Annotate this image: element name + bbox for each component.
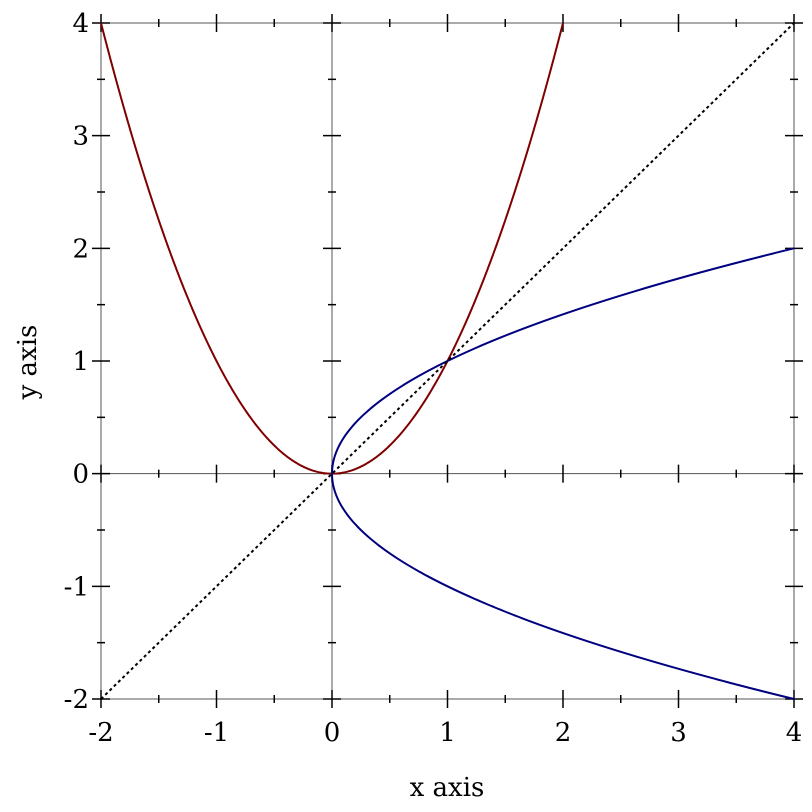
x-tick-label: 3 (670, 718, 687, 748)
x-tick-label: 0 (324, 718, 341, 748)
y-axis-label: y axis (13, 325, 43, 401)
x-tick-label: -1 (204, 718, 229, 748)
y-tick-label: 1 (72, 347, 89, 377)
identity-line (100, 22, 795, 700)
x-tick-label: 1 (439, 718, 456, 748)
y-tick-label: 2 (72, 234, 89, 264)
x-axis-label: x axis (410, 773, 485, 803)
y-tick-label: 3 (72, 122, 89, 152)
y-tick-label: -1 (64, 572, 89, 602)
y-tick-label: -2 (64, 685, 89, 715)
x-tick-label: -2 (88, 718, 113, 748)
x-tick-label: 2 (555, 718, 572, 748)
parabola-x-eq-y-squared (330, 247, 795, 700)
x-tick-label: 4 (786, 718, 803, 748)
y-tick-label: 4 (72, 9, 89, 39)
y-tick-label: 0 (72, 460, 89, 490)
